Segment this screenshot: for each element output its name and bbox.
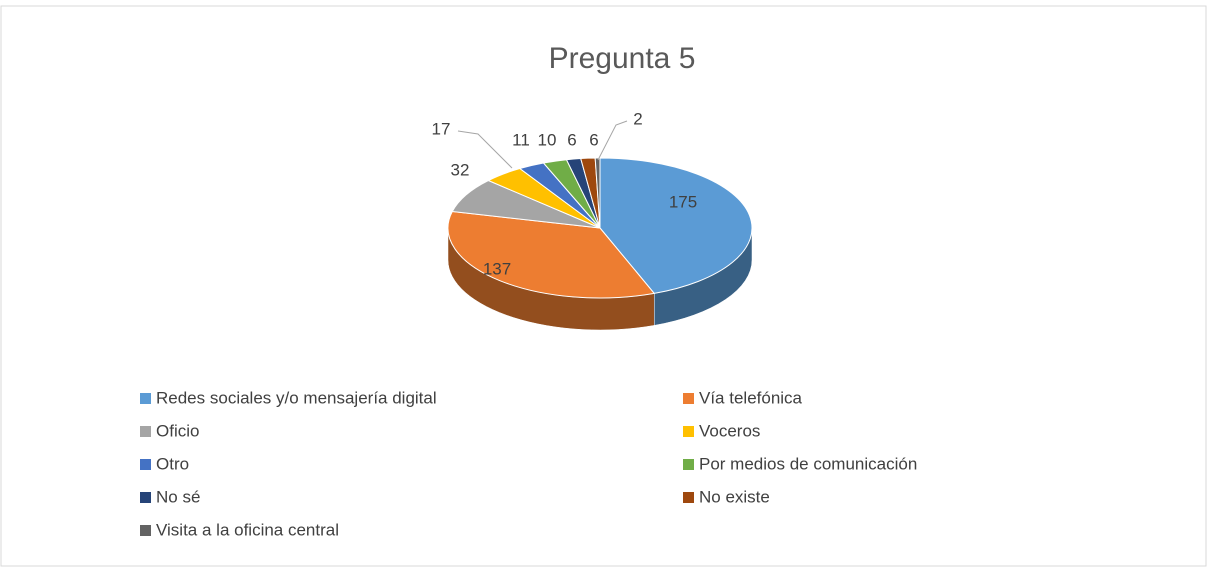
legend-label: Oficio xyxy=(156,421,199,440)
legend-label: Voceros xyxy=(699,421,760,440)
legend-swatch xyxy=(683,459,694,470)
data-label: 10 xyxy=(538,130,557,149)
legend-label: Vía telefónica xyxy=(699,388,803,407)
data-label: 137 xyxy=(483,259,511,278)
legend-label: No existe xyxy=(699,487,770,506)
legend-label: No sé xyxy=(156,487,200,506)
legend-label: Visita a la oficina central xyxy=(156,520,339,539)
legend-swatch xyxy=(683,393,694,404)
data-label: 32 xyxy=(451,160,470,179)
chart-title: Pregunta 5 xyxy=(549,42,696,75)
legend-swatch xyxy=(140,525,151,536)
data-label: 11 xyxy=(512,130,530,149)
data-label: 2 xyxy=(633,109,642,128)
leader-line xyxy=(457,130,513,169)
legend-label: Por medios de comunicación xyxy=(699,454,917,473)
pie-slice xyxy=(447,210,656,299)
data-label: 175 xyxy=(669,192,697,211)
data-label: 6 xyxy=(567,130,576,149)
legend-swatch xyxy=(683,426,694,437)
legend-label: Redes sociales y/o mensajería digital xyxy=(156,388,437,407)
data-label: 17 xyxy=(432,119,451,138)
legend-label: Otro xyxy=(156,454,189,473)
leader-line xyxy=(597,120,628,161)
legend-swatch xyxy=(140,459,151,470)
pie-slice xyxy=(594,157,601,229)
pie-slice xyxy=(599,157,753,294)
legend-swatch xyxy=(140,426,151,437)
legend-swatch xyxy=(683,492,694,503)
data-label: 6 xyxy=(589,130,598,149)
legend-swatch xyxy=(140,492,151,503)
legend-swatch xyxy=(140,393,151,404)
